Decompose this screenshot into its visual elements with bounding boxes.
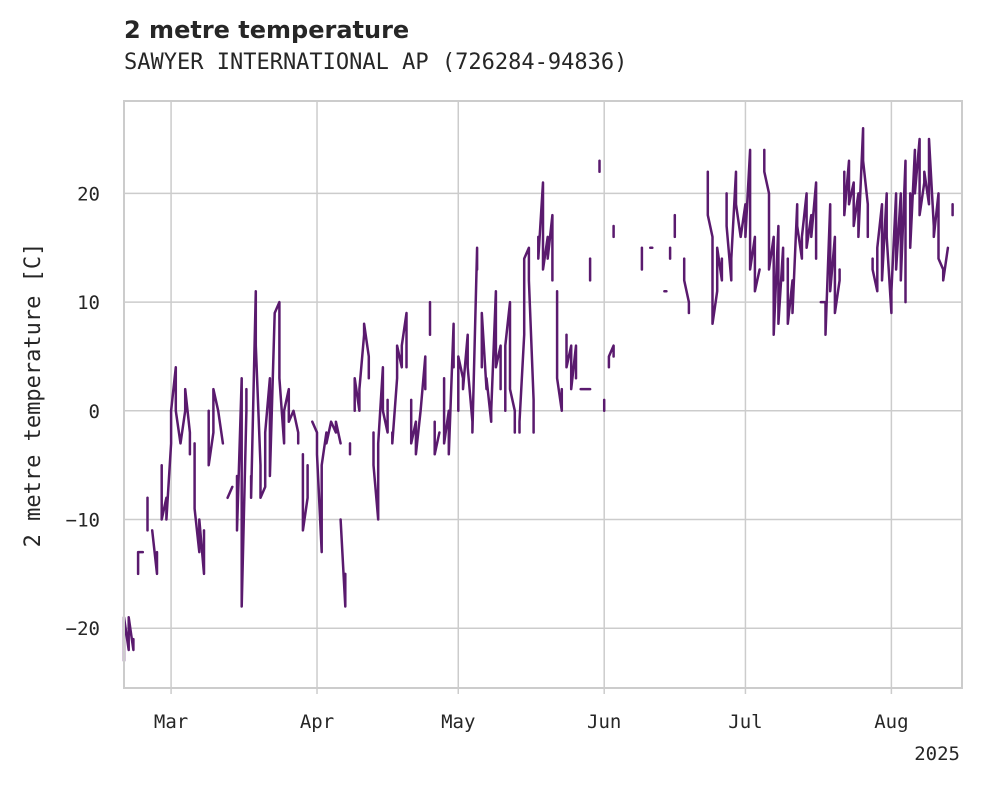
series-line-segment	[607, 344, 615, 369]
series-line-segment	[480, 289, 502, 423]
chart-title: 2 metre temperature	[124, 16, 410, 44]
y-tick-label: 10	[77, 292, 100, 314]
series-line-segment	[339, 518, 347, 608]
chart-subtitle: SAWYER INTERNATIONAL AP (726284-94836)	[124, 50, 628, 75]
series-line-segment	[457, 246, 479, 434]
series-line-segment	[555, 289, 564, 413]
x-tick-label: May	[441, 711, 475, 733]
series-line-segment	[504, 300, 517, 434]
series-line-segment	[871, 159, 907, 315]
x-tick-label: Jun	[587, 711, 621, 733]
series-line-segment	[433, 420, 441, 456]
x-tick-label: Aug	[874, 711, 908, 733]
x-tick-label: Apr	[300, 711, 334, 733]
series-line-segment	[122, 616, 135, 663]
series-line-segment	[819, 203, 841, 336]
series-line-segment	[763, 148, 785, 336]
series-line-segment	[150, 529, 159, 576]
series-line-segment	[372, 366, 389, 521]
series-line-segment	[518, 246, 535, 434]
series-area	[122, 126, 954, 663]
series-line-segment	[409, 355, 427, 456]
series-line-segment	[193, 442, 206, 576]
y-axis-label: 2 metre temperature [C]	[21, 243, 46, 548]
series-line-segment	[786, 181, 818, 326]
plot-frame	[123, 100, 963, 689]
series-line-segment	[682, 257, 691, 315]
x-tick-label: Mar	[154, 711, 188, 733]
series-line-segment	[301, 453, 309, 532]
series-line-segment	[207, 387, 225, 467]
series-line-segment	[311, 420, 342, 554]
y-tick-labels: −20 −10 0 10 20	[66, 183, 100, 640]
series-line-segment	[391, 311, 408, 445]
x-tick-labels: Mar Apr May Jun Jul Aug	[154, 688, 909, 733]
y-tick-label: −20	[66, 618, 100, 640]
series-line-segment	[160, 366, 192, 521]
series-line-segment	[537, 181, 554, 282]
series-line-segment	[353, 322, 371, 413]
y-tick-label: −10	[66, 510, 100, 532]
y-tick-label: 0	[89, 401, 100, 423]
series-line-segment	[706, 170, 724, 326]
series-line-segment	[442, 322, 455, 456]
y-tick-label: 20	[77, 183, 100, 205]
series-line-segment	[226, 485, 234, 500]
x-tick-label: Jul	[728, 711, 762, 733]
series-line-segment	[908, 137, 950, 282]
series-line-segment	[249, 289, 300, 500]
series-line-segment	[725, 148, 761, 293]
series-line-segment	[565, 333, 578, 391]
x-year-label: 2025	[914, 743, 960, 765]
series-line-segment	[843, 126, 870, 239]
series-line-segment	[235, 376, 248, 608]
series-line-segment	[136, 550, 145, 576]
